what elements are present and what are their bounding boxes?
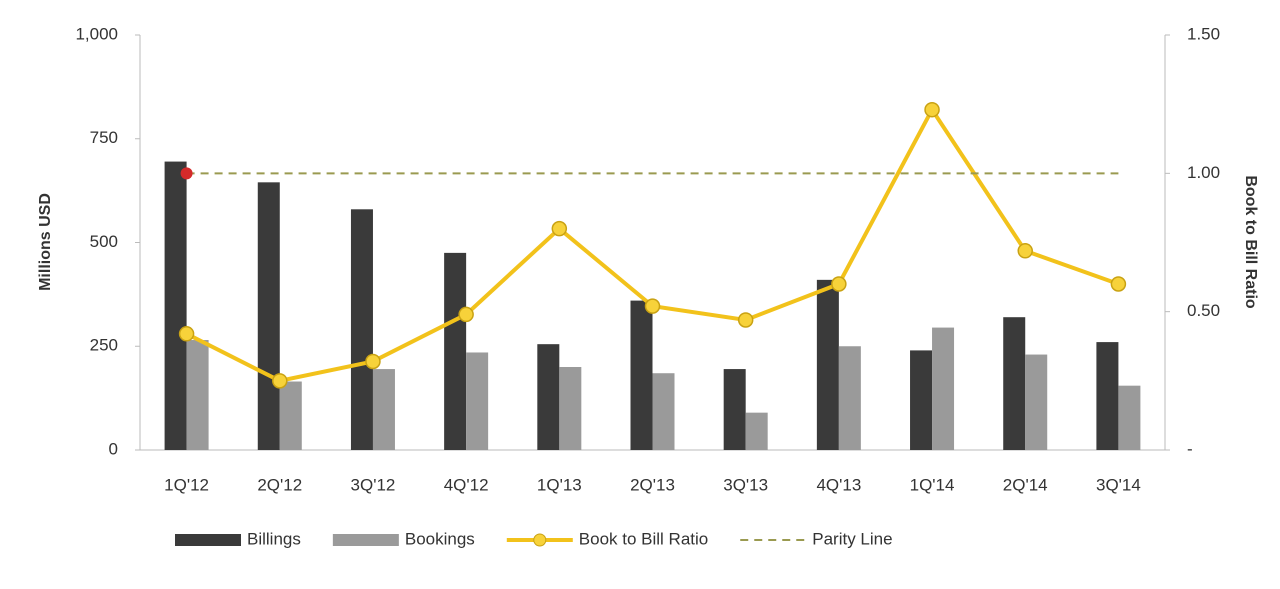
ratio-point [1017, 243, 1033, 259]
y-axis-title: Millions USD [37, 193, 54, 291]
legend-label: Parity Line [812, 529, 892, 548]
bar [279, 381, 302, 450]
x-tick-label: 2Q'14 [1003, 475, 1048, 494]
bar [816, 279, 839, 450]
bar [630, 300, 653, 450]
bar [910, 350, 933, 450]
bar [559, 367, 582, 450]
ratio-point [551, 220, 568, 237]
bar [723, 369, 746, 450]
x-tick-label: 3Q'13 [723, 475, 768, 494]
ratio-point [178, 326, 195, 342]
bar [444, 252, 467, 450]
legend-swatch [332, 534, 399, 546]
bar [1096, 342, 1119, 450]
ratio-point [458, 306, 474, 323]
bar [537, 344, 560, 450]
bar [164, 161, 187, 450]
legend-label: Book to Bill Ratio [579, 529, 708, 548]
bar [1118, 385, 1141, 450]
bar [1003, 317, 1026, 450]
x-tick-label: 3Q'12 [351, 475, 396, 494]
legend-swatch [175, 534, 241, 546]
ratio-point [924, 101, 940, 118]
y-tick-label: 1,000 [75, 24, 118, 43]
legend-marker [533, 533, 547, 547]
bar [745, 412, 768, 450]
y2-axis-title: Book to Bill Ratio [1242, 175, 1259, 309]
bar [652, 373, 675, 450]
bar [186, 340, 209, 450]
y2-tick-label: 1.00 [1187, 163, 1220, 182]
x-tick-label: 1Q'14 [910, 475, 955, 494]
ratio-point [272, 373, 288, 389]
bar [257, 182, 280, 450]
bar [932, 327, 955, 450]
y-tick-label: 500 [90, 232, 118, 251]
y-tick-label: 0 [109, 439, 118, 458]
x-tick-label: 2Q'13 [630, 475, 675, 494]
legend-label: Billings [247, 529, 301, 548]
ratio-point [644, 298, 661, 314]
x-tick-label: 3Q'14 [1096, 475, 1141, 494]
legend-label: Bookings [405, 529, 475, 548]
bar [350, 209, 373, 450]
y-tick-label: 750 [90, 128, 118, 147]
y2-tick-label: 1.50 [1187, 24, 1220, 43]
x-tick-label: 2Q'12 [257, 475, 302, 494]
y-tick-label: 250 [90, 336, 118, 355]
ratio-point [737, 312, 754, 328]
parity-marker [180, 167, 193, 180]
x-tick-label: 1Q'13 [537, 475, 582, 494]
x-tick-label: 4Q'13 [816, 475, 861, 494]
ratio-point [1110, 276, 1127, 292]
bar [1025, 354, 1048, 450]
ratio-point [365, 353, 381, 370]
bar [838, 346, 861, 450]
ratio-point [831, 276, 847, 292]
bar [372, 369, 395, 450]
x-tick-label: 4Q'12 [444, 475, 489, 494]
y2-tick-label: - [1187, 439, 1193, 458]
x-tick-label: 1Q'12 [164, 475, 209, 494]
y2-tick-label: 0.50 [1187, 301, 1220, 320]
bar [466, 352, 489, 450]
